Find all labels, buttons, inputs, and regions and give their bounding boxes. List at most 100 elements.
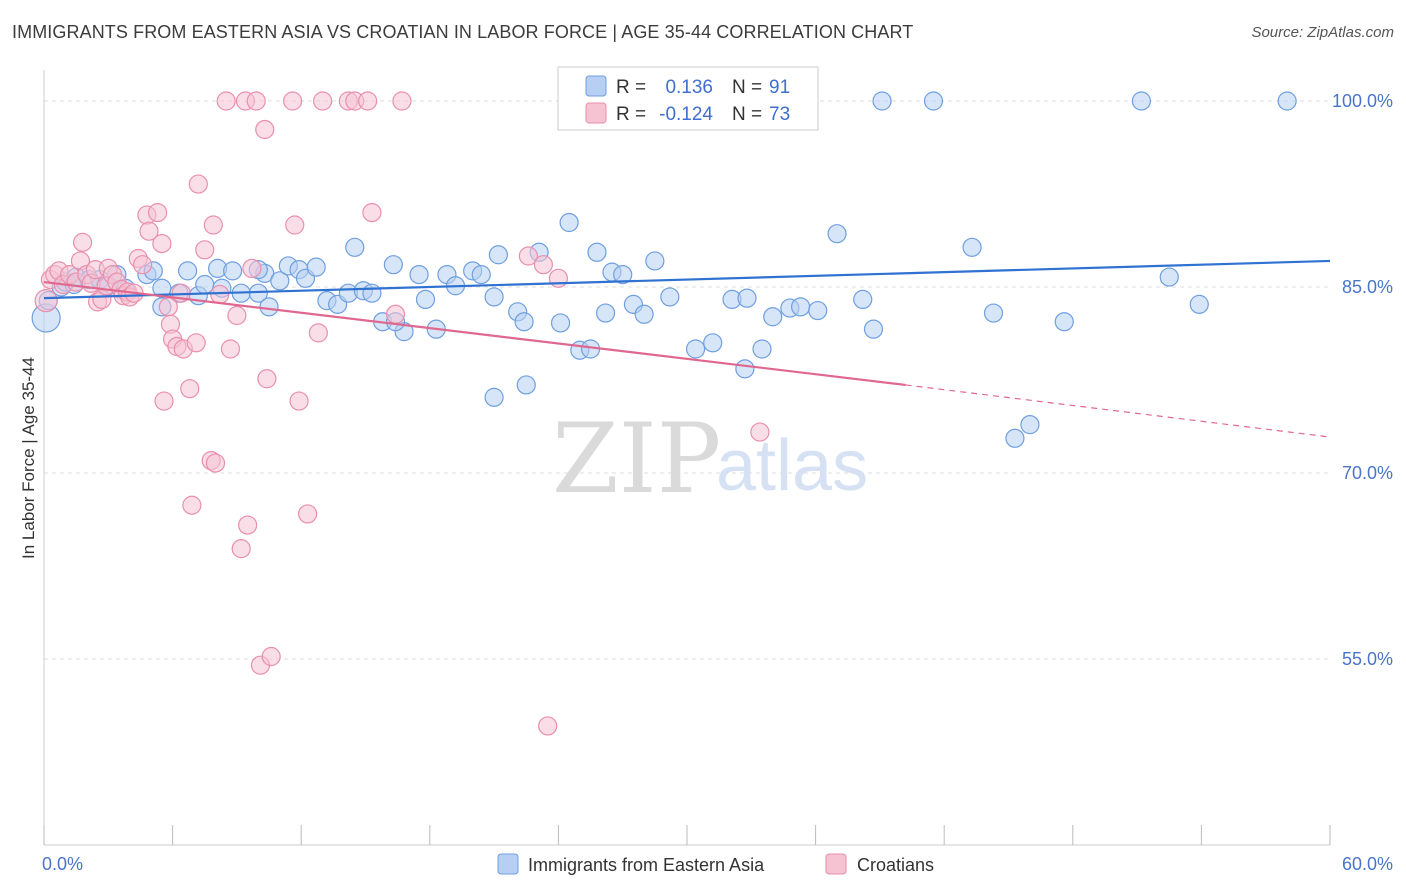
watermark-zip: ZIP — [552, 403, 721, 515]
eastern-asia-point — [1189, 294, 1209, 314]
eastern-asia-point — [306, 257, 326, 277]
y-tick-label: 85.0% — [1342, 277, 1393, 297]
axes — [43, 70, 1331, 846]
legend-n-label: N = — [732, 77, 762, 98]
croatian-point — [358, 91, 378, 111]
grid-lines — [44, 100, 1330, 660]
series-eastern-asia-points — [31, 91, 1297, 448]
eastern-asia-point — [223, 261, 243, 281]
croatian-point — [257, 369, 277, 389]
legend-swatch-pink — [585, 102, 607, 124]
croatian-point — [158, 297, 178, 317]
eastern-asia-point — [1005, 428, 1025, 448]
legend-n-value: 73 — [769, 104, 790, 125]
bottom-legend-label: Immigrants from Eastern Asia — [528, 855, 765, 875]
eastern-asia-point — [345, 237, 365, 257]
croatian-point — [188, 174, 208, 194]
eastern-asia-point — [1159, 267, 1179, 287]
x-tick-label: 0.0% — [42, 854, 83, 874]
trend-lines — [43, 259, 1331, 438]
watermark-atlas: atlas — [716, 426, 868, 506]
eastern-asia-point — [737, 288, 757, 308]
eastern-asia-point — [1131, 91, 1151, 111]
croatian-point — [308, 323, 328, 343]
x-tick-label: 60.0% — [1342, 854, 1393, 874]
y-tick-labels: 55.0% 70.0% 85.0% 100.0% — [1332, 91, 1393, 669]
eastern-asia-point — [1277, 91, 1297, 111]
eastern-asia-point — [923, 91, 944, 111]
croatian-point — [203, 215, 223, 235]
eastern-asia-point — [484, 287, 504, 307]
croatian-point — [242, 258, 262, 278]
croatian-point — [385, 304, 406, 324]
croatian-point — [152, 234, 172, 254]
eastern-asia-point — [1054, 312, 1074, 332]
croatian-point — [180, 379, 200, 399]
legend-swatch-blue — [585, 75, 607, 97]
eastern-asia-point — [550, 313, 571, 333]
croatian-point — [34, 289, 58, 313]
eastern-asia-point — [634, 304, 654, 324]
eastern-asia-point — [362, 283, 382, 303]
croatian-point — [362, 203, 382, 223]
eastern-asia-point — [270, 271, 290, 291]
eastern-asia-point — [790, 297, 811, 317]
eastern-asia-point — [660, 287, 680, 307]
croatian-point — [283, 91, 303, 111]
eastern-asia-point — [703, 333, 723, 353]
croatian-point — [186, 333, 206, 353]
croatian-point — [313, 91, 333, 111]
eastern-asia-point — [863, 319, 884, 339]
croatian-point — [518, 246, 538, 266]
eastern-asia-point — [471, 265, 491, 285]
eastern-asia-point — [808, 300, 828, 321]
series-croatians-points — [34, 91, 770, 736]
trend-line-croatians — [43, 280, 906, 387]
bottom-legend-swatch-pink — [825, 853, 847, 875]
eastern-asia-point — [645, 251, 665, 271]
y-tick-label: 55.0% — [1342, 649, 1393, 669]
croatian-point — [216, 91, 236, 111]
croatian-point — [227, 305, 247, 326]
croatian-point — [238, 515, 258, 535]
croatian-point — [548, 268, 569, 288]
eastern-asia-point — [613, 265, 633, 285]
eastern-asia-point — [587, 242, 607, 262]
croatian-point — [147, 203, 168, 223]
eastern-asia-point — [983, 303, 1004, 323]
trend-line-eastern-asia — [43, 259, 1331, 300]
eastern-asia-point — [872, 91, 892, 111]
croatian-point — [246, 91, 266, 111]
eastern-asia-point — [685, 339, 706, 359]
eastern-asia-point — [559, 212, 579, 233]
croatian-point — [72, 232, 93, 252]
bottom-legend-swatch-blue — [497, 853, 519, 875]
eastern-asia-point — [516, 375, 536, 395]
x-tick-labels: 0.0% 60.0% — [42, 854, 1393, 874]
eastern-asia-point — [1020, 415, 1040, 435]
croatian-point — [182, 495, 202, 515]
croatian-point — [392, 91, 412, 111]
eastern-asia-point — [752, 339, 772, 359]
croatian-point — [533, 255, 553, 275]
croatian-point — [261, 646, 281, 667]
croatian-point — [154, 391, 174, 411]
croatian-point — [139, 221, 159, 241]
croatian-point — [750, 422, 770, 442]
eastern-asia-point — [962, 237, 982, 257]
eastern-asia-point — [763, 307, 783, 327]
source-credit: Source: ZipAtlas.com — [1251, 24, 1394, 41]
croatian-point — [285, 215, 305, 235]
croatian-point — [289, 391, 309, 411]
y-tick-label: 70.0% — [1342, 463, 1393, 483]
y-axis-label: In Labor Force | Age 35-44 — [19, 357, 38, 559]
legend-r-label: R = — [616, 104, 646, 125]
legend-r-value: 0.136 — [665, 77, 713, 98]
eastern-asia-point — [383, 255, 403, 275]
eastern-asia-point — [827, 224, 847, 244]
y-tick-label: 100.0% — [1332, 91, 1393, 111]
eastern-asia-point — [178, 261, 198, 281]
croatian-point — [298, 504, 318, 524]
croatian-point — [220, 339, 241, 359]
